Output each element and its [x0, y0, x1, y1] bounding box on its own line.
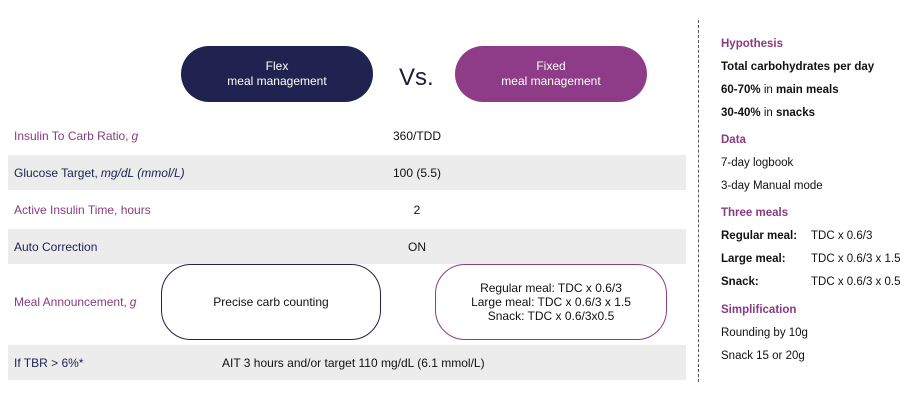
hypothesis-heading: Hypothesis: [721, 38, 783, 50]
row-label: Glucose Target, mg/dL (mmol/L): [14, 155, 185, 190]
flex-pill-subtitle: meal management: [227, 74, 327, 88]
row-label: Insulin To Carb Ratio, g: [14, 118, 138, 153]
meal-key: Snack:: [721, 276, 759, 288]
flex-meal-text: Precise carb counting: [213, 295, 329, 309]
row-label-unit: mg/dL (mmol/L): [100, 165, 185, 180]
versus-label: Vs.: [399, 64, 434, 91]
simplification-line: Rounding by 10g: [721, 327, 808, 339]
table-row-auto-correction: Auto Correction ON: [8, 229, 686, 264]
hypothesis-line: Total carbohydrates per day: [721, 61, 875, 73]
fixed-pill-title: Fixed: [536, 59, 566, 73]
row-label: If TBR > 6%*: [14, 355, 84, 370]
hypothesis-percent: 60-70%: [721, 84, 761, 96]
row-label-text: Glucose Target,: [14, 165, 98, 180]
hypothesis-line: 60-70% in main meals: [721, 84, 839, 96]
fixed-meal-box: Regular meal: TDC x 0.6/3 Large meal: TD…: [435, 264, 667, 340]
hypothesis-connector: in: [760, 84, 776, 96]
fixed-meal-management-pill: Fixed meal management: [455, 46, 647, 102]
hypothesis-connector: in: [760, 107, 776, 119]
fixed-pill-subtitle: meal management: [501, 74, 601, 88]
flex-pill-title: Flex: [265, 59, 289, 73]
row-label-text: Meal Announcement,: [14, 295, 127, 309]
fixed-meal-line: Regular meal: TDC x 0.6/3: [480, 281, 622, 295]
meal-formula: TDC x 0.6/3 x 0.5: [811, 276, 901, 288]
three-meals-heading: Three meals: [721, 207, 789, 219]
data-line: 7-day logbook: [721, 157, 794, 169]
hypothesis-target: snacks: [775, 107, 815, 119]
table-row-glucose-target: Glucose Target, mg/dL (mmol/L) 100 (5.5): [8, 155, 686, 190]
row-label-text: Auto Correction: [14, 239, 98, 254]
table-row-tbr: If TBR > 6%* AIT 3 hours and/or target 1…: [8, 345, 686, 380]
row-label: Auto Correction: [14, 229, 97, 264]
row-value: 2: [413, 202, 421, 217]
row-label-unit: g: [131, 128, 139, 143]
simplification-line: Snack 15 or 20g: [721, 350, 805, 362]
row-label: Meal Announcement, g: [14, 264, 136, 340]
row-label-text: Active Insulin Time, hours: [14, 202, 151, 217]
table-row-insulin-carb-ratio: Insulin To Carb Ratio, g 360/TDD: [8, 118, 686, 153]
hypothesis-line: 30-40% in snacks: [721, 107, 815, 119]
fixed-meal-line: Snack: TDC x 0.6/3x0.5: [487, 309, 615, 323]
meal-formula: TDC x 0.6/3: [811, 230, 873, 242]
row-value: ON: [408, 239, 426, 254]
table-row-active-insulin-time: Active Insulin Time, hours 2: [8, 192, 686, 227]
row-value: 360/TDD: [392, 128, 442, 143]
meal-formula: TDC x 0.6/3 x 1.5: [811, 253, 901, 265]
flex-meal-box: Precise carb counting: [161, 264, 381, 340]
row-value: 100 (5.5): [392, 165, 442, 180]
hypothesis-percent: 30-40%: [721, 107, 761, 119]
data-heading: Data: [721, 134, 746, 146]
flex-meal-management-pill: Flex meal management: [181, 46, 373, 102]
fixed-meal-line: Large meal: TDC x 0.6/3 x 1.5: [471, 295, 631, 309]
row-label-text: Insulin To Carb Ratio,: [14, 128, 129, 143]
hypothesis-target: main meals: [775, 84, 839, 96]
row-label: Active Insulin Time, hours: [14, 192, 151, 227]
meal-key: Regular meal:: [721, 230, 798, 242]
row-label-unit: g: [129, 295, 137, 309]
meal-key: Large meal:: [721, 253, 786, 265]
row-value: AIT 3 hours and/or target 110 mg/dL (6.1…: [222, 355, 485, 370]
simplification-heading: Simplification: [721, 304, 797, 316]
table-row-meal-announcement: Meal Announcement, g Precise carb countin…: [8, 264, 686, 340]
data-line: 3-day Manual mode: [721, 180, 823, 192]
dashed-divider: [698, 20, 699, 382]
